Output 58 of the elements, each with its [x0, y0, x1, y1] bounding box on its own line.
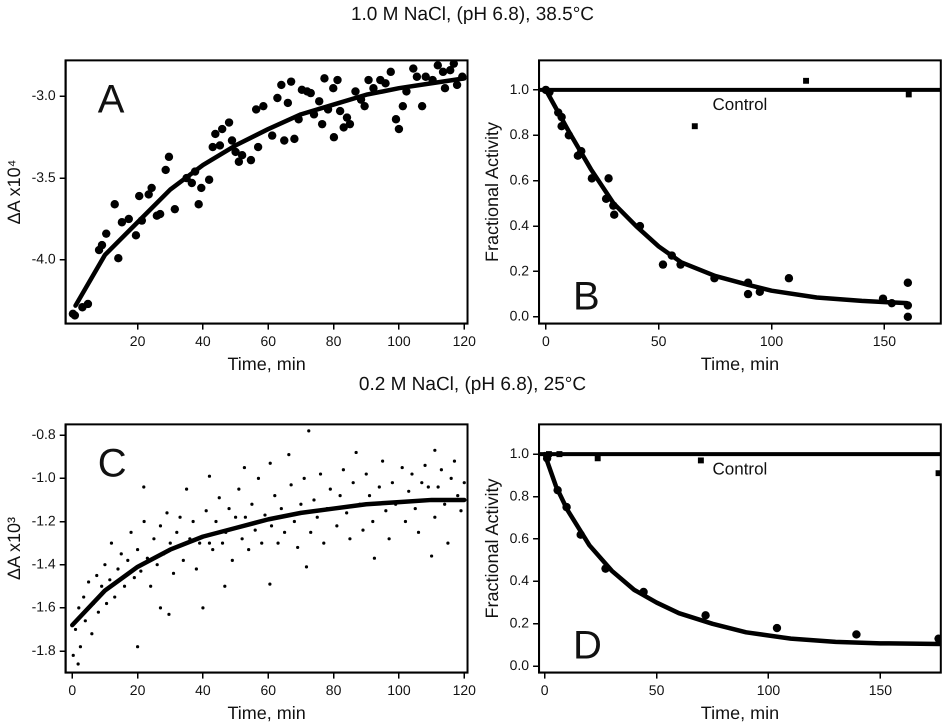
y-tick-label: 0.6: [510, 172, 530, 188]
y-tick-label: -1.8: [32, 642, 56, 658]
y-tick-label: 0.2: [510, 614, 530, 631]
y-tick-label: 0.4: [510, 572, 530, 588]
x-tick-label: 100: [760, 332, 784, 349]
chart-title: 0.2 M NaCl, (pH 6.8), 25°C: [358, 374, 588, 396]
x-tick-label: 50: [650, 332, 667, 349]
y-tick-label: -4.0: [32, 250, 56, 267]
x-tick-label: 100: [387, 682, 411, 698]
y-tick-label: 1.0: [510, 80, 530, 97]
y-tick-label: 0.0: [510, 308, 530, 324]
y-tick-label: 1.0: [510, 444, 530, 461]
annotation: C: [98, 441, 127, 486]
y-axis-title: ΔA x10³: [4, 516, 24, 580]
y-axis-title: ΔA x10⁴: [4, 160, 24, 224]
y-tick-label: -3.0: [32, 87, 56, 104]
x-tick-label: 120: [452, 682, 476, 698]
x-tick-label: 40: [195, 332, 211, 349]
annotation: B: [573, 274, 600, 319]
y-tick-label: 0.6: [510, 530, 530, 546]
x-tick-label: 20: [130, 332, 146, 349]
x-axis-title: Time, min: [227, 354, 306, 374]
annotation: D: [573, 624, 602, 668]
y-tick-label: 0.2: [510, 262, 530, 278]
y-axis-title: Fractional Activity: [482, 478, 502, 619]
x-tick-label: 120: [452, 332, 476, 349]
y-tick-label: 0.8: [510, 487, 530, 504]
ref-line-label: Control: [712, 95, 768, 114]
x-tick-label: 150: [872, 332, 896, 349]
x-tick-label: 0: [540, 682, 549, 698]
y-tick-label: -1.6: [32, 598, 56, 615]
y-tick-label: 0.4: [510, 216, 530, 233]
chart-title: 1.0 M NaCl, (pH 6.8), 38.5°C: [350, 4, 596, 26]
ref-line-label: Control: [712, 459, 768, 478]
x-axis-title: Time, min: [700, 703, 780, 724]
x-tick-label: 60: [260, 682, 276, 698]
x-tick-label: 100: [387, 332, 411, 349]
x-tick-label: 80: [326, 682, 342, 698]
y-axis-title: Fractional Activity: [482, 122, 502, 262]
y-tick-label: -1.4: [32, 556, 56, 572]
x-tick-label: 100: [756, 682, 780, 698]
x-tick-label: 50: [648, 682, 665, 698]
x-tick-label: 0: [542, 332, 550, 349]
x-tick-label: 150: [868, 682, 892, 698]
y-tick-label: -3.5: [32, 168, 56, 185]
x-tick-label: 40: [195, 682, 211, 698]
x-tick-label: 0: [68, 682, 76, 698]
x-axis-title: Time, min: [227, 703, 306, 724]
y-tick-label: -1.2: [32, 512, 56, 528]
x-tick-label: 60: [260, 332, 276, 349]
x-tick-label: 20: [130, 682, 146, 698]
x-axis-title: Time, min: [700, 354, 780, 374]
annotation: A: [98, 77, 125, 122]
y-tick-label: 0.8: [510, 126, 530, 142]
y-tick-label: -0.8: [32, 426, 56, 442]
y-tick-label: -1.0: [32, 469, 56, 486]
y-tick-label: 0.0: [510, 657, 530, 674]
x-tick-label: 80: [326, 332, 342, 349]
